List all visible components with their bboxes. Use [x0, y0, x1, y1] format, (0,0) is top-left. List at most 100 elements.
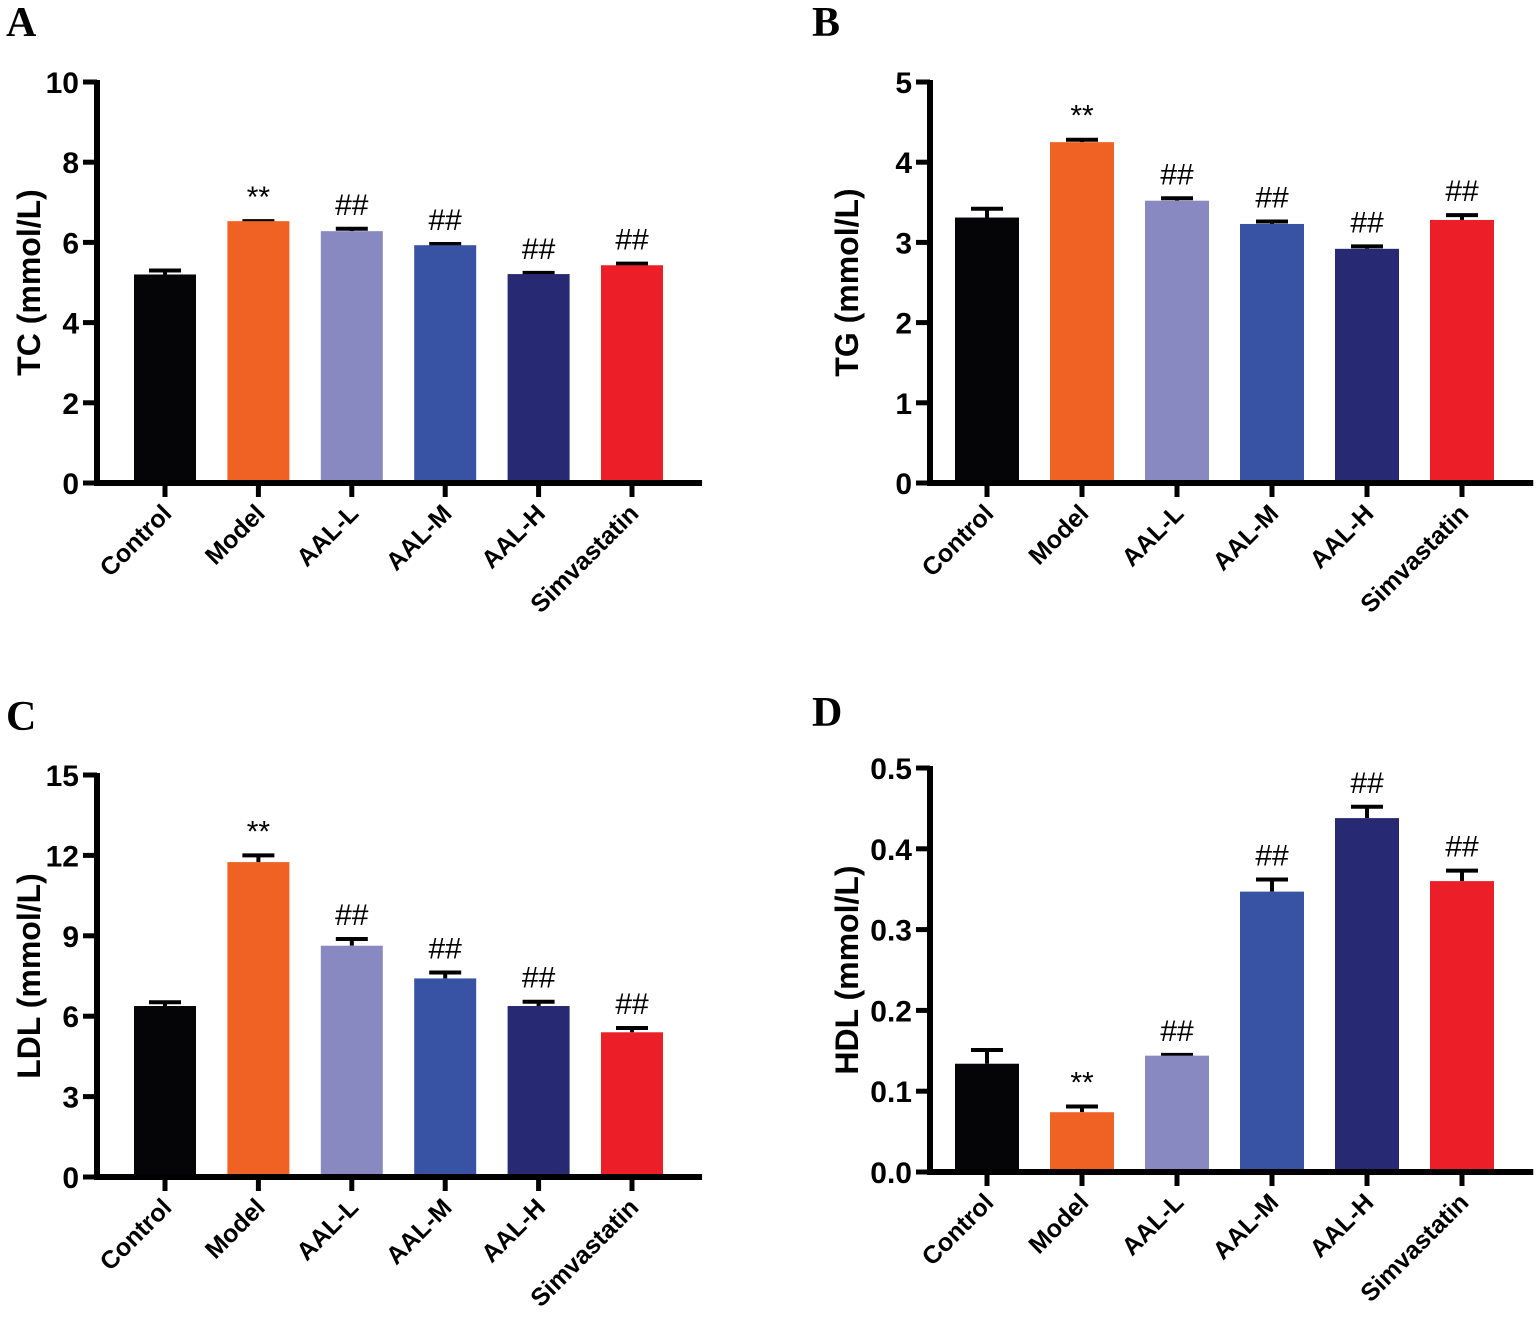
bar-model	[227, 221, 290, 480]
y-tick-label: 3	[895, 227, 912, 260]
bar-simvastatin	[1430, 219, 1494, 480]
y-tick-label: 15	[46, 760, 79, 793]
significance-marker: ##	[1160, 1015, 1194, 1048]
significance-marker: ##	[1160, 158, 1194, 191]
y-tick-label: 4	[62, 308, 79, 341]
x-tick-label: Control	[95, 499, 178, 582]
significance-marker: ##	[1350, 767, 1384, 800]
x-tick-label: Model	[1023, 499, 1094, 570]
significance-marker: ##	[615, 988, 649, 1021]
y-tick-label: 9	[62, 921, 79, 954]
significance-marker: ##	[522, 962, 556, 995]
significance-marker: ##	[335, 899, 369, 932]
bar-aal-h	[1335, 818, 1399, 1169]
x-tick-label: AAL-M	[1207, 1188, 1284, 1265]
panel-d: D HDL (mmol/L) 0.0 0.1 0.2 0.3 0.4 0.5 Control Mo…	[812, 690, 1534, 1307]
significance-marker: ##	[335, 189, 369, 222]
y-tick-label: 0	[895, 468, 912, 501]
y-axis-label: LDL (mmol/L)	[11, 873, 47, 1079]
significance-marker: ##	[1255, 840, 1289, 873]
y-tick-label: 0.0	[870, 1157, 912, 1190]
x-tick-label: Control	[917, 499, 1000, 582]
significance-marker: ##	[1445, 175, 1479, 208]
bar-control	[955, 1063, 1019, 1169]
x-tick-label: AAL-L	[1116, 499, 1189, 572]
significance-marker: **	[1070, 1067, 1094, 1100]
bar-aal-m	[414, 245, 477, 480]
significance-marker: ##	[1255, 182, 1289, 215]
bar-control	[134, 274, 196, 480]
bar-model	[1050, 142, 1114, 480]
x-tick-label: AAL-M	[1207, 499, 1284, 576]
bar-aal-h	[507, 274, 570, 480]
bar-model	[227, 862, 290, 1174]
panel-b: B TG (mmol/L) 0 1 2 3 4 5 Control Model ** AAL-L ## A…	[812, 0, 1534, 618]
x-tick-label: AAL-H	[1304, 1188, 1379, 1263]
y-tick-label: 2	[895, 308, 912, 341]
y-tick-label: 1	[895, 388, 912, 421]
y-tick-label: 0.2	[870, 995, 912, 1028]
x-tick-label: Model	[200, 1193, 271, 1264]
y-tick-label: 2	[62, 388, 79, 421]
y-tick-label: 0.1	[870, 1076, 912, 1109]
x-tick-label: AAL-L	[291, 499, 364, 572]
significance-marker: **	[247, 815, 271, 848]
bar-aal-l	[1145, 1055, 1209, 1169]
y-tick-label: 0	[62, 1162, 79, 1195]
bar-aal-h	[1335, 248, 1399, 480]
significance-marker: ##	[1350, 206, 1384, 239]
bar-aal-l	[320, 231, 383, 480]
y-axis-label: TG (mmol/L)	[829, 188, 865, 376]
panel-c: C LDL (mmol/L) 0 3 6 9 12 15 Control Model ** AAL-L…	[6, 694, 703, 1312]
significance-marker: ##	[522, 233, 556, 266]
x-tick-label: Model	[200, 499, 271, 570]
x-tick-label: AAL-M	[381, 1193, 458, 1270]
bar-aal-h	[507, 1006, 570, 1174]
y-axis-label: HDL (mmol/L)	[829, 865, 865, 1074]
significance-marker: ##	[429, 933, 463, 966]
y-tick-label: 3	[62, 1082, 79, 1115]
y-tick-label: 10	[46, 67, 79, 100]
bar-aal-l	[320, 945, 383, 1174]
panel-letter: A	[6, 0, 37, 46]
y-tick-label: 12	[46, 840, 79, 873]
x-tick-label: AAL-H	[1304, 499, 1379, 574]
bar-control	[955, 217, 1019, 480]
y-tick-label: 0.3	[870, 915, 912, 948]
panel-a: A TC (mmol/L) 0 2 4 6 8 10 Control Model ** AAL-L ##…	[6, 0, 703, 618]
x-tick-label: AAL-M	[381, 499, 458, 576]
x-tick-label: AAL-L	[291, 1193, 364, 1266]
y-axis-label: TC (mmol/L)	[11, 189, 47, 376]
x-tick-label: Control	[95, 1193, 178, 1276]
y-tick-label: 0	[62, 468, 79, 501]
significance-marker: ##	[1445, 831, 1479, 864]
bar-aal-m	[1240, 891, 1304, 1169]
y-tick-label: 4	[895, 147, 912, 180]
x-tick-label: AAL-H	[476, 499, 551, 574]
x-tick-label: AAL-H	[476, 1193, 551, 1268]
significance-marker: **	[247, 181, 271, 214]
bar-aal-m	[1240, 223, 1304, 481]
y-tick-label: 0.4	[870, 834, 912, 867]
bar-simvastatin	[601, 265, 663, 480]
y-tick-label: 6	[62, 227, 79, 260]
significance-marker: ##	[615, 224, 649, 257]
y-tick-label: 0.5	[870, 753, 912, 786]
bar-model	[1050, 1112, 1114, 1169]
y-tick-label: 8	[62, 147, 79, 180]
y-tick-label: 6	[62, 1001, 79, 1034]
y-tick-label: 5	[895, 67, 912, 100]
bar-control	[134, 1006, 196, 1174]
bar-aal-l	[1145, 200, 1209, 481]
x-tick-label: Control	[917, 1188, 1000, 1271]
x-tick-label: AAL-L	[1116, 1188, 1189, 1261]
x-tick-label: Model	[1023, 1188, 1094, 1259]
panel-letter: D	[812, 690, 842, 736]
bar-simvastatin	[1430, 881, 1494, 1169]
panel-letter: B	[812, 0, 840, 46]
significance-marker: **	[1070, 100, 1094, 133]
bar-aal-m	[414, 978, 477, 1174]
significance-marker: ##	[429, 204, 463, 237]
panel-letter: C	[6, 694, 36, 740]
